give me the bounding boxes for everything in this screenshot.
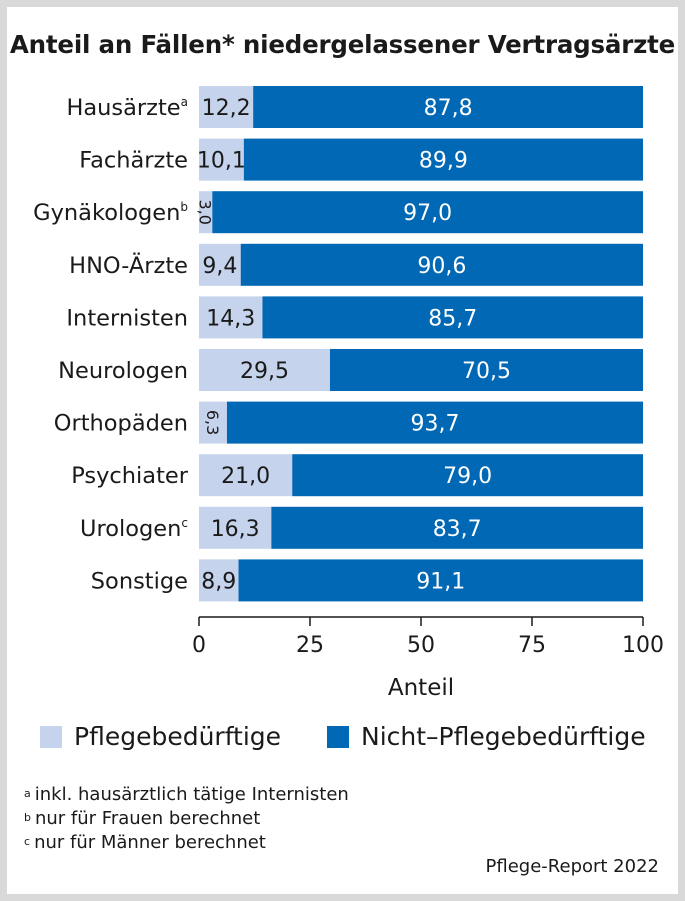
bar-nicht-pflegebeduerftige-internisten: [262, 296, 643, 339]
legend-item-nicht-pflegebeduerftige: Nicht–Pflegebedürftige: [327, 722, 646, 751]
data-label-nicht-pflegebeduerftige-hno-aerzte: 90,6: [417, 254, 466, 279]
x-tick-label-75: 75: [518, 633, 546, 658]
data-label-pflegebeduerftige-gynaekologen: 3,0: [196, 199, 215, 224]
category-label-orthopaeden: Orthopäden: [54, 411, 188, 437]
legend-label-nicht-pflegebeduerftige: Nicht–Pflegebedürftige: [361, 722, 646, 751]
x-tick-label-25: 25: [296, 633, 324, 658]
category-label-sonstige: Sonstige: [91, 568, 188, 594]
footnotes: a inkl. hausärztlich tätige Internisten b…: [24, 783, 349, 855]
data-label-nicht-pflegebeduerftige-hausaerzte: 87,8: [424, 96, 473, 121]
category-label-urologen: Urologenc: [80, 516, 188, 542]
category-label-neurologen: Neurologen: [58, 358, 188, 384]
bar-nicht-pflegebeduerftige-orthopaeden: [226, 401, 644, 444]
x-tick-label-50: 50: [407, 633, 435, 658]
bar-nicht-pflegebeduerftige-psychiater: [292, 454, 643, 497]
data-label-nicht-pflegebeduerftige-urologen: 83,7: [433, 517, 482, 542]
bar-pflegebeduerftige-sonstige: [199, 559, 239, 602]
category-label-fachaerzte: Fachärzte: [79, 148, 188, 174]
data-label-pflegebeduerftige-fachaerzte: 10,1: [197, 149, 246, 174]
footnote-a: a inkl. hausärztlich tätige Internisten: [24, 783, 349, 807]
data-label-nicht-pflegebeduerftige-fachaerzte: 89,9: [419, 149, 468, 174]
data-label-nicht-pflegebeduerftige-sonstige: 91,1: [416, 569, 465, 594]
source-label: Pflege-Report 2022: [485, 856, 659, 877]
data-label-pflegebeduerftige-hno-aerzte: 9,4: [202, 254, 237, 279]
bar-nicht-pflegebeduerftige-sonstige: [238, 559, 644, 602]
chart-title: Anteil an Fällen* niedergelassener Vertr…: [9, 30, 676, 59]
legend: Pflegebedürftige Nicht–Pflegebedürftige: [0, 722, 685, 762]
footnote-text: inkl. hausärztlich tätige Internisten: [34, 784, 349, 805]
footnote-marker: c: [24, 835, 31, 848]
footnote-b: b nur für Frauen berechnet: [24, 807, 349, 831]
data-label-pflegebeduerftige-neurologen: 29,5: [240, 359, 289, 384]
data-label-pflegebeduerftige-psychiater: 21,0: [221, 464, 270, 489]
data-label-pflegebeduerftige-hausaerzte: 12,2: [202, 96, 251, 121]
bar-nicht-pflegebeduerftige-hno-aerzte: [240, 243, 643, 286]
legend-label-pflegebeduerftige: Pflegebedürftige: [74, 722, 282, 751]
bar-nicht-pflegebeduerftige-fachaerzte: [243, 138, 643, 181]
footnote-text: nur für Männer berechnet: [34, 832, 266, 853]
data-label-nicht-pflegebeduerftige-orthopaeden: 93,7: [410, 412, 459, 437]
bar-pflegebeduerftige-fachaerzte: [199, 138, 244, 181]
category-label-psychiater: Psychiater: [71, 463, 189, 489]
footnote-marker: b: [24, 811, 31, 824]
data-label-pflegebeduerftige-orthopaeden: 6,3: [203, 410, 222, 435]
bar-nicht-pflegebeduerftige-gynaekologen: [212, 191, 643, 234]
bar-pflegebeduerftige-urologen: [199, 506, 272, 549]
bar-pflegebeduerftige-orthopaeden: [199, 401, 227, 444]
bar-pflegebeduerftige-internisten: [199, 296, 263, 339]
footnote-text: nur für Frauen berechnet: [34, 808, 261, 829]
category-label-gynaekologen: Gynäkologenb: [33, 200, 188, 226]
category-label-internisten: Internisten: [66, 305, 188, 331]
bar-pflegebeduerftige-hno-aerzte: [199, 243, 241, 286]
footnote-c: c nur für Männer berechnet: [24, 831, 349, 855]
data-label-nicht-pflegebeduerftige-internisten: 85,7: [428, 306, 477, 331]
legend-item-pflegebeduerftige: Pflegebedürftige: [40, 722, 281, 751]
x-axis-label: Anteil: [388, 675, 454, 701]
footnote-marker: a: [24, 787, 31, 800]
bar-nicht-pflegebeduerftige-hausaerzte: [253, 86, 643, 128]
bar-pflegebeduerftige-hausaerzte: [199, 86, 254, 128]
bar-pflegebeduerftige-psychiater: [199, 454, 293, 497]
data-label-nicht-pflegebeduerftige-neurologen: 70,5: [462, 359, 511, 384]
data-label-nicht-pflegebeduerftige-psychiater: 79,0: [443, 464, 492, 489]
data-label-pflegebeduerftige-urologen: 16,3: [211, 517, 260, 542]
data-label-nicht-pflegebeduerftige-gynaekologen: 97,0: [403, 201, 452, 226]
bar-nicht-pflegebeduerftige-urologen: [271, 506, 643, 549]
legend-swatch-pflegebeduerftige: [40, 725, 62, 748]
x-tick-label-100: 100: [622, 633, 664, 658]
category-label-hno-aerzte: HNO-Ärzte: [69, 251, 188, 279]
legend-swatch-nicht-pflegebeduerftige: [327, 725, 349, 748]
data-label-pflegebeduerftige-internisten: 14,3: [206, 306, 255, 331]
x-tick-label-0: 0: [192, 633, 206, 658]
category-label-hausaerzte: Hausärztea: [66, 95, 188, 121]
bar-nicht-pflegebeduerftige-neurologen: [329, 349, 643, 391]
bar-pflegebeduerftige-gynaekologen: [199, 191, 213, 234]
data-label-pflegebeduerftige-sonstige: 8,9: [201, 569, 236, 594]
bar-pflegebeduerftige-neurologen: [199, 349, 330, 391]
